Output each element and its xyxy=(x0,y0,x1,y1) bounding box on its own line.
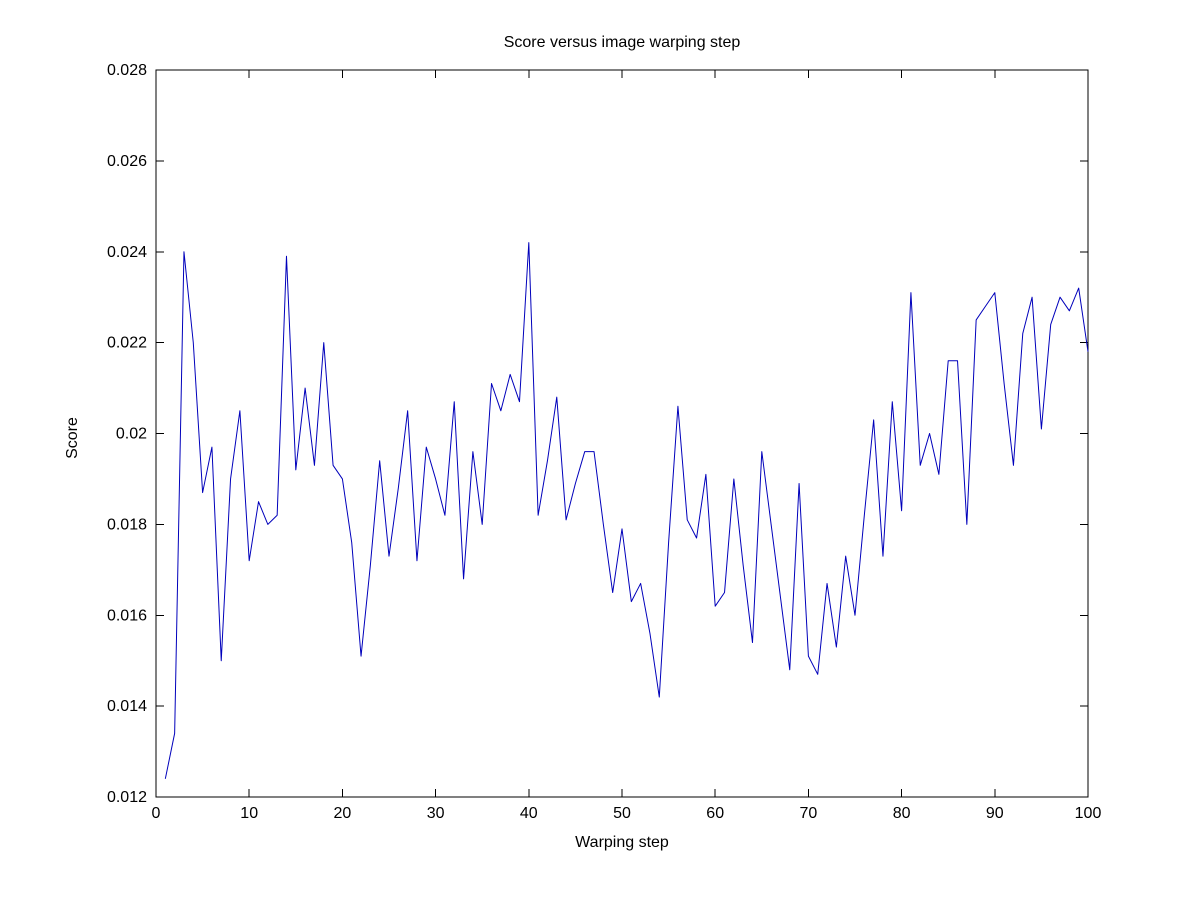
y-tick-label: 0.024 xyxy=(107,244,147,261)
series xyxy=(164,242,1089,779)
x-tick-label: 10 xyxy=(240,805,258,822)
y-axis-label: Score xyxy=(64,417,81,459)
x-tick-label: 50 xyxy=(613,805,631,822)
x-tick-label: 60 xyxy=(706,805,724,822)
y-tick-label: 0.018 xyxy=(107,516,147,533)
y-tick-label: 0.026 xyxy=(107,153,147,170)
y-tick-label: 0.028 xyxy=(107,62,147,79)
plot-box xyxy=(155,69,1089,798)
x-tick-label: 40 xyxy=(520,805,538,822)
x-tick-label: 0 xyxy=(152,805,161,822)
y-tick-label: 0.022 xyxy=(107,335,147,352)
x-tick-label: 100 xyxy=(1075,805,1102,822)
chart-title: Score versus image warping step xyxy=(504,34,741,51)
y-tick-label: 0.014 xyxy=(107,698,147,715)
x-tick-label: 70 xyxy=(800,805,818,822)
y-tick-label: 0.012 xyxy=(107,789,147,806)
y-tick-label: 0.02 xyxy=(116,426,147,443)
y-tick-label: 0.016 xyxy=(107,607,147,624)
x-tick-label: 90 xyxy=(986,805,1004,822)
x-tick-label: 80 xyxy=(893,805,911,822)
score-line xyxy=(164,242,1089,779)
x-tick-label: 30 xyxy=(427,805,445,822)
axes: 0 10 20 30 40 50 60 70 80 90 100 0.012 0.014 0.016 0.0… xyxy=(107,62,1101,822)
x-axis-label: Warping step xyxy=(575,834,669,851)
x-tick-label: 20 xyxy=(334,805,352,822)
